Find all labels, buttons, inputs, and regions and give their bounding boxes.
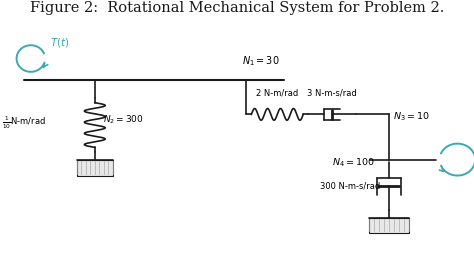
Text: $N_2 = 300$: $N_2 = 300$ bbox=[103, 114, 144, 126]
Text: $N_1 = 30$: $N_1 = 30$ bbox=[242, 54, 279, 68]
Text: Figure 2:  Rotational Mechanical System for Problem 2.: Figure 2: Rotational Mechanical System f… bbox=[30, 1, 444, 15]
Text: $N_3 = 10$: $N_3 = 10$ bbox=[393, 111, 430, 123]
Text: $N_4 = 100$: $N_4 = 100$ bbox=[332, 156, 374, 168]
Bar bbox=[368, 218, 409, 233]
Text: 2 N-m/rad: 2 N-m/rad bbox=[256, 89, 299, 98]
Bar bbox=[77, 160, 112, 176]
Text: 3 N-m-s/rad: 3 N-m-s/rad bbox=[307, 89, 356, 98]
Text: $T(t)$: $T(t)$ bbox=[50, 36, 69, 49]
Text: 300 N-m-s/rad: 300 N-m-s/rad bbox=[320, 182, 380, 191]
Text: $\frac{1}{10}$N-m/rad: $\frac{1}{10}$N-m/rad bbox=[2, 114, 46, 131]
